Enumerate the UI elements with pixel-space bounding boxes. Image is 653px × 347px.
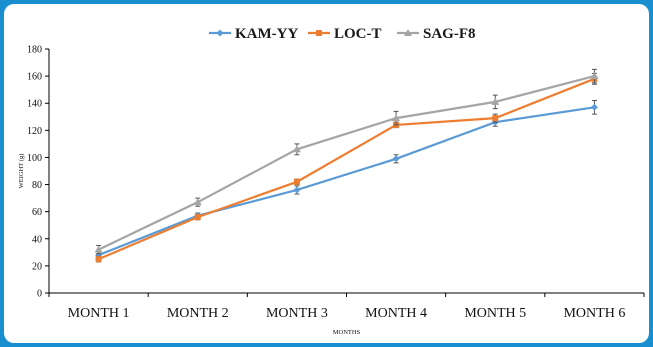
data-point — [293, 178, 300, 185]
data-point — [293, 186, 301, 194]
line-chart: KAM-YY LOC-T SAG-F8 0 20 40 60 80 100 120 140 160 1… — [18, 26, 645, 336]
y-tick-label: 180 — [27, 45, 42, 56]
series-line — [98, 106, 595, 257]
series-line — [98, 77, 595, 261]
data-point — [491, 97, 500, 105]
data-point — [492, 115, 499, 122]
y-tick-label: 60 — [32, 207, 42, 218]
x-tick-label: MONTH 4 — [365, 306, 427, 321]
legend-item: KAM-YY — [209, 26, 298, 42]
data-point — [590, 103, 598, 111]
data-point — [292, 145, 301, 153]
data-point — [590, 72, 599, 80]
x-tick-label: MONTH 3 — [266, 306, 328, 321]
legend-label: SAG-F8 — [423, 26, 476, 42]
series-loc-t — [95, 72, 598, 263]
series-line — [98, 75, 595, 251]
data-point — [193, 198, 202, 206]
y-tick-label: 120 — [27, 126, 42, 137]
legend-label: KAM-YY — [235, 26, 298, 42]
x-tick-label: MONTH 5 — [464, 306, 526, 321]
data-point — [94, 245, 103, 253]
data-point — [95, 256, 102, 263]
data-point — [392, 114, 401, 122]
series-sag-f8 — [94, 68, 599, 255]
y-tick-label: 100 — [27, 153, 42, 164]
legend-item: LOC-T — [308, 26, 382, 42]
y-tick-label: 140 — [27, 99, 42, 110]
x-tick-label: MONTH 1 — [68, 306, 130, 321]
series-layer — [94, 68, 599, 263]
chart-frame: KAM-YY LOC-T SAG-F8 0 20 40 60 80 100 120 140 160 1… — [4, 4, 649, 343]
data-point — [392, 155, 400, 163]
data-point — [194, 214, 201, 221]
x-axis-title: MONTHS — [333, 329, 361, 336]
series-kam-yy — [95, 100, 598, 260]
y-tick-label: 20 — [32, 261, 42, 272]
legend-marker — [216, 29, 224, 37]
y-tick-label: 160 — [27, 72, 42, 83]
legend-label: LOC-T — [334, 26, 382, 42]
x-tick-label: MONTH 2 — [167, 306, 229, 321]
legend-marker — [316, 30, 322, 36]
legend-marker — [404, 29, 412, 36]
legend-item: SAG-F8 — [397, 26, 476, 42]
legend: KAM-YY LOC-T SAG-F8 — [209, 26, 476, 42]
y-tick-label: 0 — [37, 289, 42, 300]
x-tick-label: MONTH 6 — [563, 306, 625, 321]
y-tick-label: 40 — [32, 234, 42, 245]
y-axis-title: WEIGHT (g) — [18, 154, 25, 189]
axes: 0 20 40 60 80 100 120 140 160 180 MONTH 1 MONTH 2 MO… — [27, 45, 645, 321]
y-tick-label: 80 — [32, 180, 42, 191]
